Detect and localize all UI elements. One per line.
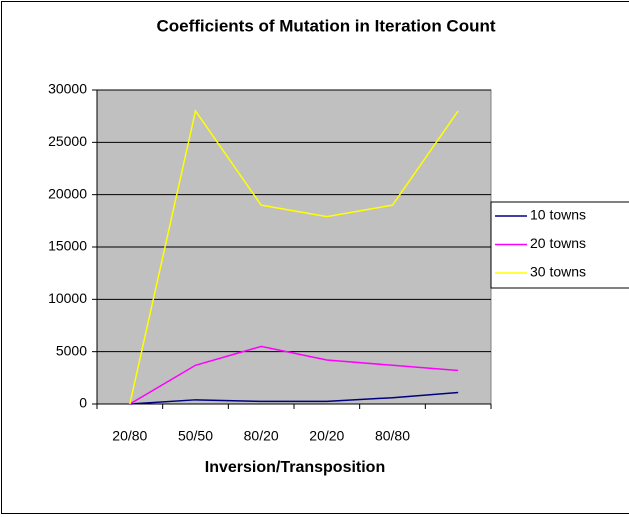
x-tick-label: 20/20 <box>309 428 344 444</box>
series-line <box>129 109 459 405</box>
x-tick-label: 50/50 <box>178 428 213 444</box>
x-axis-title: Inversion/Transposition <box>205 459 385 476</box>
chart-title: Coefficients of Mutation in Iteration Co… <box>156 16 495 35</box>
y-tick-label: 0 <box>79 395 87 411</box>
legend-label: 10 towns <box>530 207 586 223</box>
legend-label: 30 towns <box>530 264 586 280</box>
y-tick-label: 25000 <box>48 133 87 149</box>
y-tick-label: 5000 <box>56 342 87 358</box>
y-tick-label: 15000 <box>48 238 87 254</box>
y-tick-label: 10000 <box>48 290 87 306</box>
series-line <box>129 345 459 405</box>
y-tick-label: 20000 <box>48 185 87 201</box>
series-line <box>129 391 459 405</box>
legend-label: 20 towns <box>530 235 586 251</box>
x-tick-label: 80/80 <box>375 428 410 444</box>
x-tick-label: 80/20 <box>244 428 279 444</box>
x-tick-label: 20/80 <box>112 428 147 444</box>
y-tick-label: 30000 <box>48 81 87 97</box>
